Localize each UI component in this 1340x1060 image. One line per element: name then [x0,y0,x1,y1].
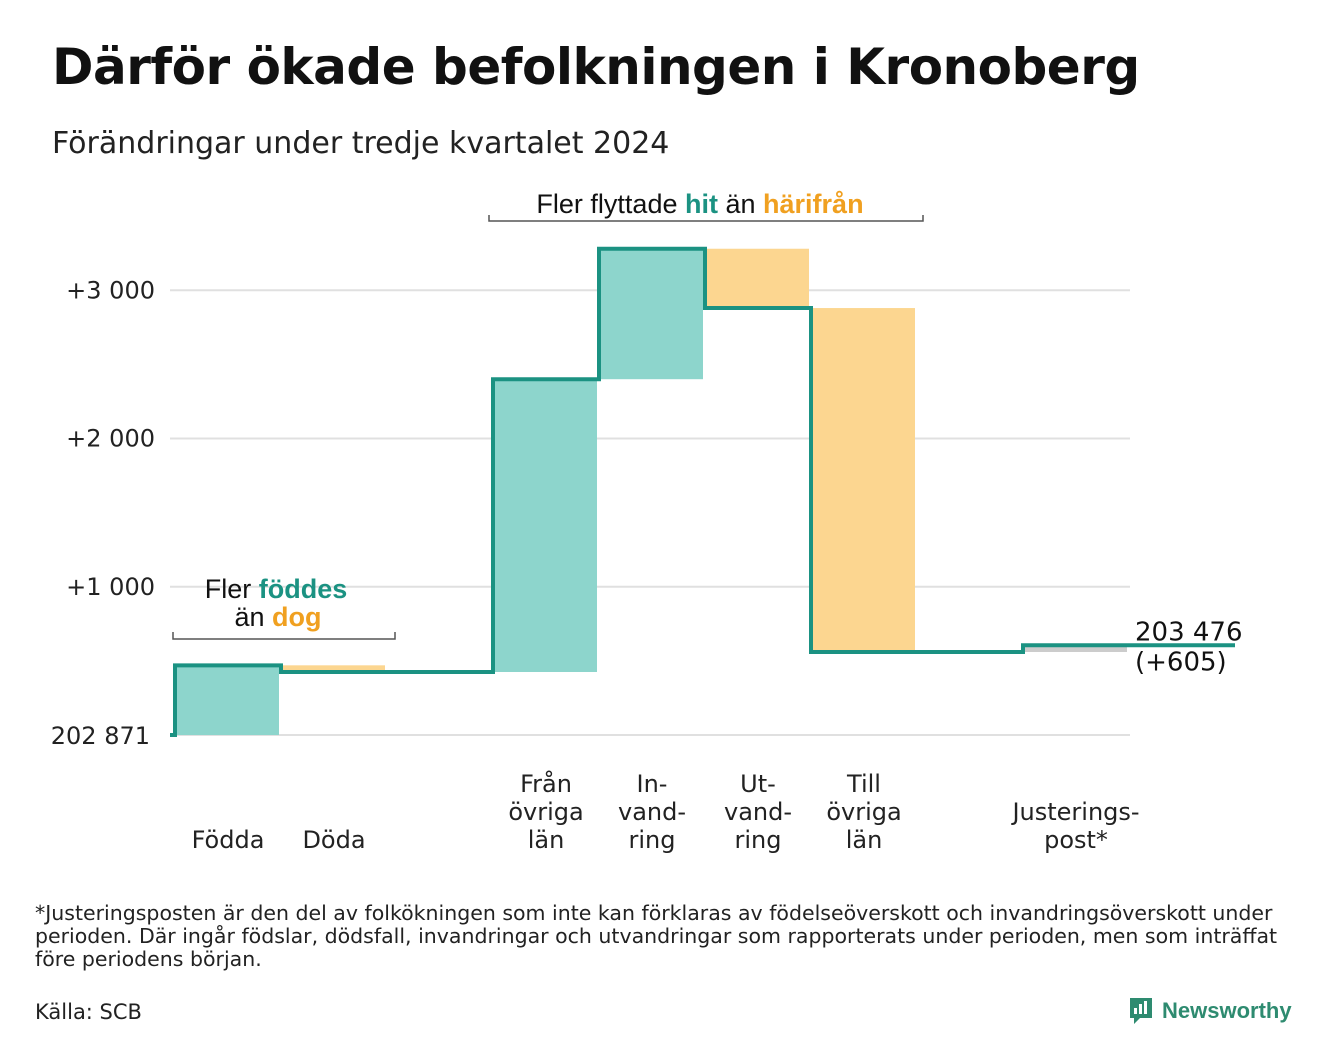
annotation-teal-text: hit [677,189,718,219]
annotation-bracket [488,215,924,222]
category-label: Från [520,769,572,798]
category-label: övriga [826,798,901,826]
category-label: Ut- [740,770,776,798]
brand-logo: Newsworthy [1128,996,1292,1026]
end-value-label: 203 476 [1135,617,1243,647]
newsworthy-logo-icon [1130,998,1152,1024]
annotation-migration: Fler flyttade hit än härifrån [536,189,863,219]
source-label: Källa: SCB [35,1000,142,1024]
waterfall-bar [495,379,597,672]
waterfall-bar [601,248,703,380]
waterfall-bar [177,665,279,735]
category-label: län [846,826,883,854]
chart-title: Därför ökade befolkningen i Kronoberg [52,38,1140,96]
end-change-label: (+605) [1135,647,1227,677]
category-label: län [528,826,565,854]
category-label: Döda [302,826,365,854]
waterfall-bar [1025,645,1127,652]
annotation-orange-text: dog [272,602,321,632]
annotation-plain-text: än [718,189,763,219]
category-label: ring [629,826,676,854]
footnote: *Justeringsposten är den del av folkökni… [35,901,1278,971]
cumulative-step-line [170,246,1235,737]
annotation-plain-text: än [234,602,272,632]
y-baseline-label: 202 871 [51,722,150,750]
category-label: In- [637,770,668,798]
annotation-orange-text: härifrån [763,189,864,219]
brand-name: Newsworthy [1162,998,1292,1023]
waterfall-bar [813,308,915,652]
category-label: post* [1044,826,1108,854]
annotation-teal-text: föddes [259,574,348,604]
category-label: Födda [192,826,265,854]
annotation-births-line2: än dog [234,602,321,632]
category-label: ring [735,826,782,854]
y-tick-label: +1 000 [66,573,155,601]
annotation-plain-text: Fler [205,574,259,604]
waterfall-bar [283,665,385,672]
category-label: vand- [724,798,792,826]
category-label: vand- [618,798,686,826]
annotation-bracket [172,632,396,640]
annotation-births-line1: Fler föddes [205,574,348,604]
category-label: övriga [508,798,583,826]
chart-subtitle: Förändringar under tredje kvartalet 2024 [52,126,670,161]
y-tick-label: +2 000 [66,425,155,453]
y-tick-label: +3 000 [66,276,155,304]
waterfall-bar [707,248,809,309]
category-label: Justerings- [1010,798,1139,826]
category-label: Till [846,770,881,798]
annotation-plain-text: Fler flyttade [536,189,677,219]
